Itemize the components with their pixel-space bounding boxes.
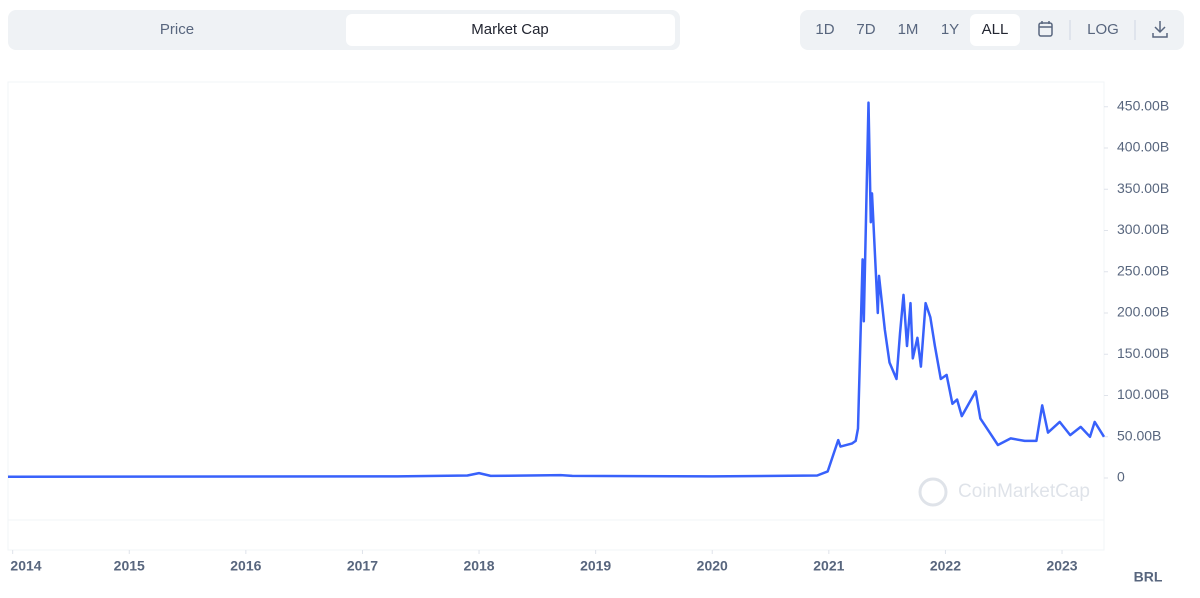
- active-range: [970, 14, 1020, 46]
- x-tick-label: 2021: [813, 558, 844, 574]
- currency-label: BRL: [1134, 569, 1163, 585]
- x-tick-label: 2015: [114, 558, 145, 574]
- plot-frame: [7, 81, 1105, 551]
- range-button[interactable]: 1D: [815, 21, 834, 38]
- y-tick-label: 300.00B: [1117, 221, 1169, 237]
- x-tick-label: 2023: [1046, 558, 1077, 574]
- y-tick-label: 50.00B: [1117, 427, 1161, 443]
- range-button[interactable]: 1M: [898, 21, 919, 38]
- range-button[interactable]: 7D: [856, 21, 875, 38]
- y-tick-label: 250.00B: [1117, 262, 1169, 278]
- y-tick-label: 400.00B: [1117, 139, 1169, 155]
- tab[interactable]: Price: [160, 21, 194, 38]
- range-button[interactable]: 1Y: [941, 21, 959, 38]
- x-tick-label: 2022: [930, 558, 961, 574]
- y-tick-label: 450.00B: [1117, 97, 1169, 113]
- x-tick-label: 2016: [230, 558, 261, 574]
- x-tick-label: 2017: [347, 558, 378, 574]
- calendar-icon[interactable]: [1038, 21, 1053, 37]
- y-tick-label: 100.00B: [1117, 386, 1169, 402]
- y-tick-label: 350.00B: [1117, 180, 1169, 196]
- active-tab: [346, 14, 675, 46]
- watermark-text: CoinMarketCap: [958, 481, 1090, 502]
- tab[interactable]: Market Cap: [471, 21, 549, 38]
- x-tick-label: 2019: [580, 558, 611, 574]
- watermark: CoinMarketCap: [918, 477, 1090, 507]
- y-tick-label: 0: [1117, 469, 1125, 485]
- x-tick-label: 2018: [463, 558, 494, 574]
- x-tick-label: 2020: [697, 558, 728, 574]
- x-tick-label: 2014: [10, 558, 41, 574]
- range-button[interactable]: ALL: [982, 21, 1009, 38]
- line-series: [7, 101, 1106, 479]
- y-tick-label: 150.00B: [1117, 345, 1169, 361]
- y-tick-label: 200.00B: [1117, 304, 1169, 320]
- log-button[interactable]: LOG: [1087, 21, 1119, 38]
- download-icon[interactable]: [1152, 21, 1168, 38]
